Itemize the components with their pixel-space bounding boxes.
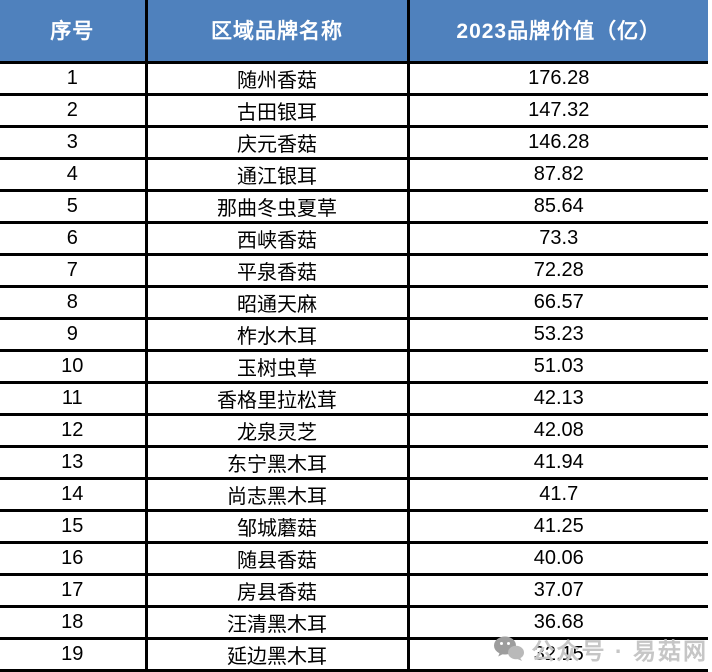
table-row: 10 玉树虫草 51.03 xyxy=(0,350,708,384)
table-row: 8 昭通天麻 66.57 xyxy=(0,286,708,320)
cell-brand-value: 51.03 xyxy=(408,350,708,384)
table-row: 6 西峡香菇 73.3 xyxy=(0,222,708,256)
cell-brand-name: 香格里拉松茸 xyxy=(146,382,410,416)
cell-rank: 5 xyxy=(0,190,148,224)
cell-brand-name: 房县香菇 xyxy=(146,574,410,608)
cell-brand-name: 柞水木耳 xyxy=(146,318,410,352)
cell-brand-value: 87.82 xyxy=(408,158,708,192)
cell-brand-name: 平泉香菇 xyxy=(146,254,410,288)
table-row: 19 延边黑木耳 32.15 xyxy=(0,638,708,672)
cell-brand-value: 37.07 xyxy=(408,574,708,608)
cell-brand-value: 32.15 xyxy=(408,638,708,672)
cell-rank: 13 xyxy=(0,446,148,480)
cell-rank: 6 xyxy=(0,222,148,256)
table-body: 1 随州香菇 176.28 2 古田银耳 147.32 3 庆元香菇 146.28 4 通江银耳 87… xyxy=(0,62,708,672)
cell-brand-value: 176.28 xyxy=(408,62,708,96)
table-row: 17 房县香菇 37.07 xyxy=(0,574,708,608)
table-row: 9 柞水木耳 53.23 xyxy=(0,318,708,352)
table-header-row: 序号 区域品牌名称 2023品牌价值（亿） xyxy=(0,0,708,64)
table-row: 11 香格里拉松茸 42.13 xyxy=(0,382,708,416)
cell-rank: 7 xyxy=(0,254,148,288)
cell-brand-name: 古田银耳 xyxy=(146,94,410,128)
cell-rank: 9 xyxy=(0,318,148,352)
cell-rank: 16 xyxy=(0,542,148,576)
cell-brand-value: 146.28 xyxy=(408,126,708,160)
table-row: 16 随县香菇 40.06 xyxy=(0,542,708,576)
cell-rank: 15 xyxy=(0,510,148,544)
column-header-rank: 序号 xyxy=(0,0,148,64)
cell-rank: 14 xyxy=(0,478,148,512)
cell-rank: 18 xyxy=(0,606,148,640)
cell-brand-name: 庆元香菇 xyxy=(146,126,410,160)
cell-brand-name: 随县香菇 xyxy=(146,542,410,576)
cell-brand-name: 那曲冬虫夏草 xyxy=(146,190,410,224)
table-row: 3 庆元香菇 146.28 xyxy=(0,126,708,160)
table-row: 1 随州香菇 176.28 xyxy=(0,62,708,96)
cell-rank: 2 xyxy=(0,94,148,128)
cell-brand-value: 41.25 xyxy=(408,510,708,544)
table-row: 20遵化香菇31.35 xyxy=(0,670,708,672)
cell-brand-name: 龙泉灵芝 xyxy=(146,414,410,448)
cell-brand-value: 41.7 xyxy=(408,478,708,512)
table-row: 15 邹城蘑菇 41.25 xyxy=(0,510,708,544)
cell-rank: 17 xyxy=(0,574,148,608)
cell-rank: 12 xyxy=(0,414,148,448)
cell-brand-value: 42.08 xyxy=(408,414,708,448)
cell-rank: 19 xyxy=(0,638,148,672)
cell-rank: 10 xyxy=(0,350,148,384)
column-header-brand-value: 2023品牌价值（亿） xyxy=(408,0,708,64)
cell-rank: 20 xyxy=(0,670,148,672)
cell-brand-name: 通江银耳 xyxy=(146,158,410,192)
cell-brand-value: 85.64 xyxy=(408,190,708,224)
cell-brand-name: 玉树虫草 xyxy=(146,350,410,384)
cell-brand-name: 西峡香菇 xyxy=(146,222,410,256)
table-row: 4 通江银耳 87.82 xyxy=(0,158,708,192)
cell-rank: 1 xyxy=(0,62,148,96)
table-row: 14 尚志黑木耳 41.7 xyxy=(0,478,708,512)
cell-brand-value: 147.32 xyxy=(408,94,708,128)
cell-brand-name: 东宁黑木耳 xyxy=(146,446,410,480)
cell-brand-value: 42.13 xyxy=(408,382,708,416)
cell-brand-value: 73.3 xyxy=(408,222,708,256)
cell-rank: 3 xyxy=(0,126,148,160)
column-header-brand-name: 区域品牌名称 xyxy=(146,0,410,64)
cell-rank: 11 xyxy=(0,382,148,416)
cell-brand-name: 邹城蘑菇 xyxy=(146,510,410,544)
cell-brand-name: 尚志黑木耳 xyxy=(146,478,410,512)
table-row: 5 那曲冬虫夏草 85.64 xyxy=(0,190,708,224)
cell-brand-value: 41.94 xyxy=(408,446,708,480)
cell-brand-name: 随州香菇 xyxy=(146,62,410,96)
cell-rank: 4 xyxy=(0,158,148,192)
cell-brand-name: 延边黑木耳 xyxy=(146,638,410,672)
table-row: 12 龙泉灵芝 42.08 xyxy=(0,414,708,448)
table-row: 2 古田银耳 147.32 xyxy=(0,94,708,128)
table-row: 7 平泉香菇 72.28 xyxy=(0,254,708,288)
table-row: 13 东宁黑木耳 41.94 xyxy=(0,446,708,480)
cell-brand-name: 昭通天麻 xyxy=(146,286,410,320)
cell-brand-name: 遵化香菇 xyxy=(146,670,410,672)
cell-brand-value: 36.68 xyxy=(408,606,708,640)
cell-brand-value: 72.28 xyxy=(408,254,708,288)
cell-brand-value: 40.06 xyxy=(408,542,708,576)
cell-brand-value: 53.23 xyxy=(408,318,708,352)
cell-brand-name: 汪清黑木耳 xyxy=(146,606,410,640)
cell-rank: 8 xyxy=(0,286,148,320)
table-row: 18 汪清黑木耳 36.68 xyxy=(0,606,708,640)
cell-brand-value: 66.57 xyxy=(408,286,708,320)
cell-brand-value: 31.35 xyxy=(408,670,708,672)
